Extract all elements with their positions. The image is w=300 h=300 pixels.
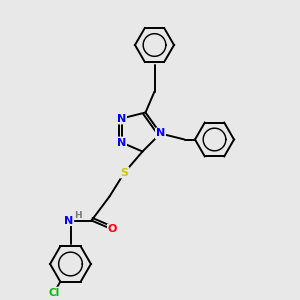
Text: Cl: Cl [48,288,60,298]
Text: S: S [121,167,128,178]
Text: O: O [108,224,117,235]
Text: N: N [117,137,126,148]
Text: N: N [156,128,165,139]
Text: H: H [74,211,82,220]
Text: N: N [64,215,74,226]
Text: N: N [117,113,126,124]
